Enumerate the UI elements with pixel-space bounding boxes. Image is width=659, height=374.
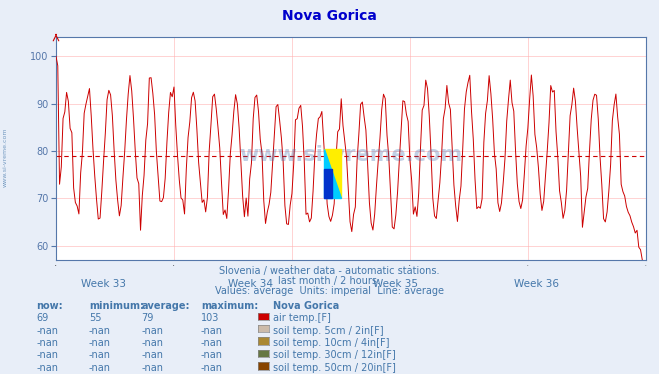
Text: -nan: -nan xyxy=(89,326,111,336)
Text: last month / 2 hours.: last month / 2 hours. xyxy=(279,276,380,286)
Text: minimum:: minimum: xyxy=(89,301,144,311)
Text: -nan: -nan xyxy=(89,363,111,373)
Text: Week 33: Week 33 xyxy=(80,279,126,289)
Text: Week 34: Week 34 xyxy=(228,279,273,289)
Text: maximum:: maximum: xyxy=(201,301,258,311)
Text: soil temp. 50cm / 20in[F]: soil temp. 50cm / 20in[F] xyxy=(273,363,396,373)
Text: Slovenia / weather data - automatic stations.: Slovenia / weather data - automatic stat… xyxy=(219,266,440,276)
Text: soil temp. 30cm / 12in[F]: soil temp. 30cm / 12in[F] xyxy=(273,350,396,361)
Text: -nan: -nan xyxy=(201,326,223,336)
Text: soil temp. 5cm / 2in[F]: soil temp. 5cm / 2in[F] xyxy=(273,326,384,336)
Text: Nova Gorica: Nova Gorica xyxy=(282,9,377,23)
Text: now:: now: xyxy=(36,301,63,311)
Text: -nan: -nan xyxy=(142,350,163,361)
Text: -nan: -nan xyxy=(36,350,58,361)
Text: Values: average  Units: imperial  Line: average: Values: average Units: imperial Line: av… xyxy=(215,286,444,296)
Text: www.si-vreme.com: www.si-vreme.com xyxy=(3,127,8,187)
Text: -nan: -nan xyxy=(89,338,111,348)
Text: 103: 103 xyxy=(201,313,219,324)
Text: -nan: -nan xyxy=(142,363,163,373)
Text: www.si-vreme.com: www.si-vreme.com xyxy=(239,145,463,165)
Text: -nan: -nan xyxy=(36,338,58,348)
Text: -nan: -nan xyxy=(201,338,223,348)
Text: -nan: -nan xyxy=(36,363,58,373)
Text: Nova Gorica: Nova Gorica xyxy=(273,301,340,311)
Polygon shape xyxy=(324,149,341,197)
Text: soil temp. 10cm / 4in[F]: soil temp. 10cm / 4in[F] xyxy=(273,338,390,348)
Text: -nan: -nan xyxy=(89,350,111,361)
Text: Week 35: Week 35 xyxy=(372,279,418,289)
Text: air temp.[F]: air temp.[F] xyxy=(273,313,331,324)
Text: -nan: -nan xyxy=(36,326,58,336)
Text: average:: average: xyxy=(142,301,190,311)
Text: 79: 79 xyxy=(142,313,154,324)
Text: 69: 69 xyxy=(36,313,49,324)
Text: 55: 55 xyxy=(89,313,101,324)
Polygon shape xyxy=(324,149,341,197)
Text: -nan: -nan xyxy=(201,363,223,373)
Polygon shape xyxy=(324,169,332,197)
Text: Week 36: Week 36 xyxy=(514,279,559,289)
Text: -nan: -nan xyxy=(142,326,163,336)
Text: -nan: -nan xyxy=(201,350,223,361)
Text: -nan: -nan xyxy=(142,338,163,348)
